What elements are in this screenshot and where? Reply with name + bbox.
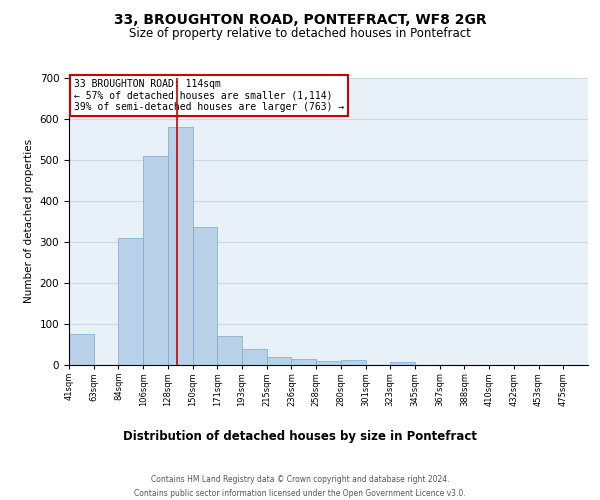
Bar bbox=[390, 362, 415, 365]
Text: Size of property relative to detached houses in Pontefract: Size of property relative to detached ho… bbox=[129, 28, 471, 40]
Bar bbox=[168, 127, 193, 365]
Bar bbox=[143, 156, 168, 365]
Bar bbox=[341, 360, 365, 365]
Text: Distribution of detached houses by size in Pontefract: Distribution of detached houses by size … bbox=[123, 430, 477, 443]
Text: Contains HM Land Registry data © Crown copyright and database right 2024.
Contai: Contains HM Land Registry data © Crown c… bbox=[134, 476, 466, 498]
Bar bbox=[292, 359, 316, 365]
Text: 33 BROUGHTON ROAD: 114sqm
← 57% of detached houses are smaller (1,114)
39% of se: 33 BROUGHTON ROAD: 114sqm ← 57% of detac… bbox=[74, 79, 344, 112]
Bar bbox=[316, 361, 341, 365]
Text: 33, BROUGHTON ROAD, PONTEFRACT, WF8 2GR: 33, BROUGHTON ROAD, PONTEFRACT, WF8 2GR bbox=[113, 12, 487, 26]
Bar bbox=[242, 348, 267, 365]
Bar bbox=[193, 228, 217, 365]
Bar bbox=[69, 334, 94, 365]
Bar bbox=[217, 336, 242, 365]
Bar bbox=[118, 238, 143, 365]
Bar bbox=[267, 357, 292, 365]
Y-axis label: Number of detached properties: Number of detached properties bbox=[24, 139, 34, 304]
